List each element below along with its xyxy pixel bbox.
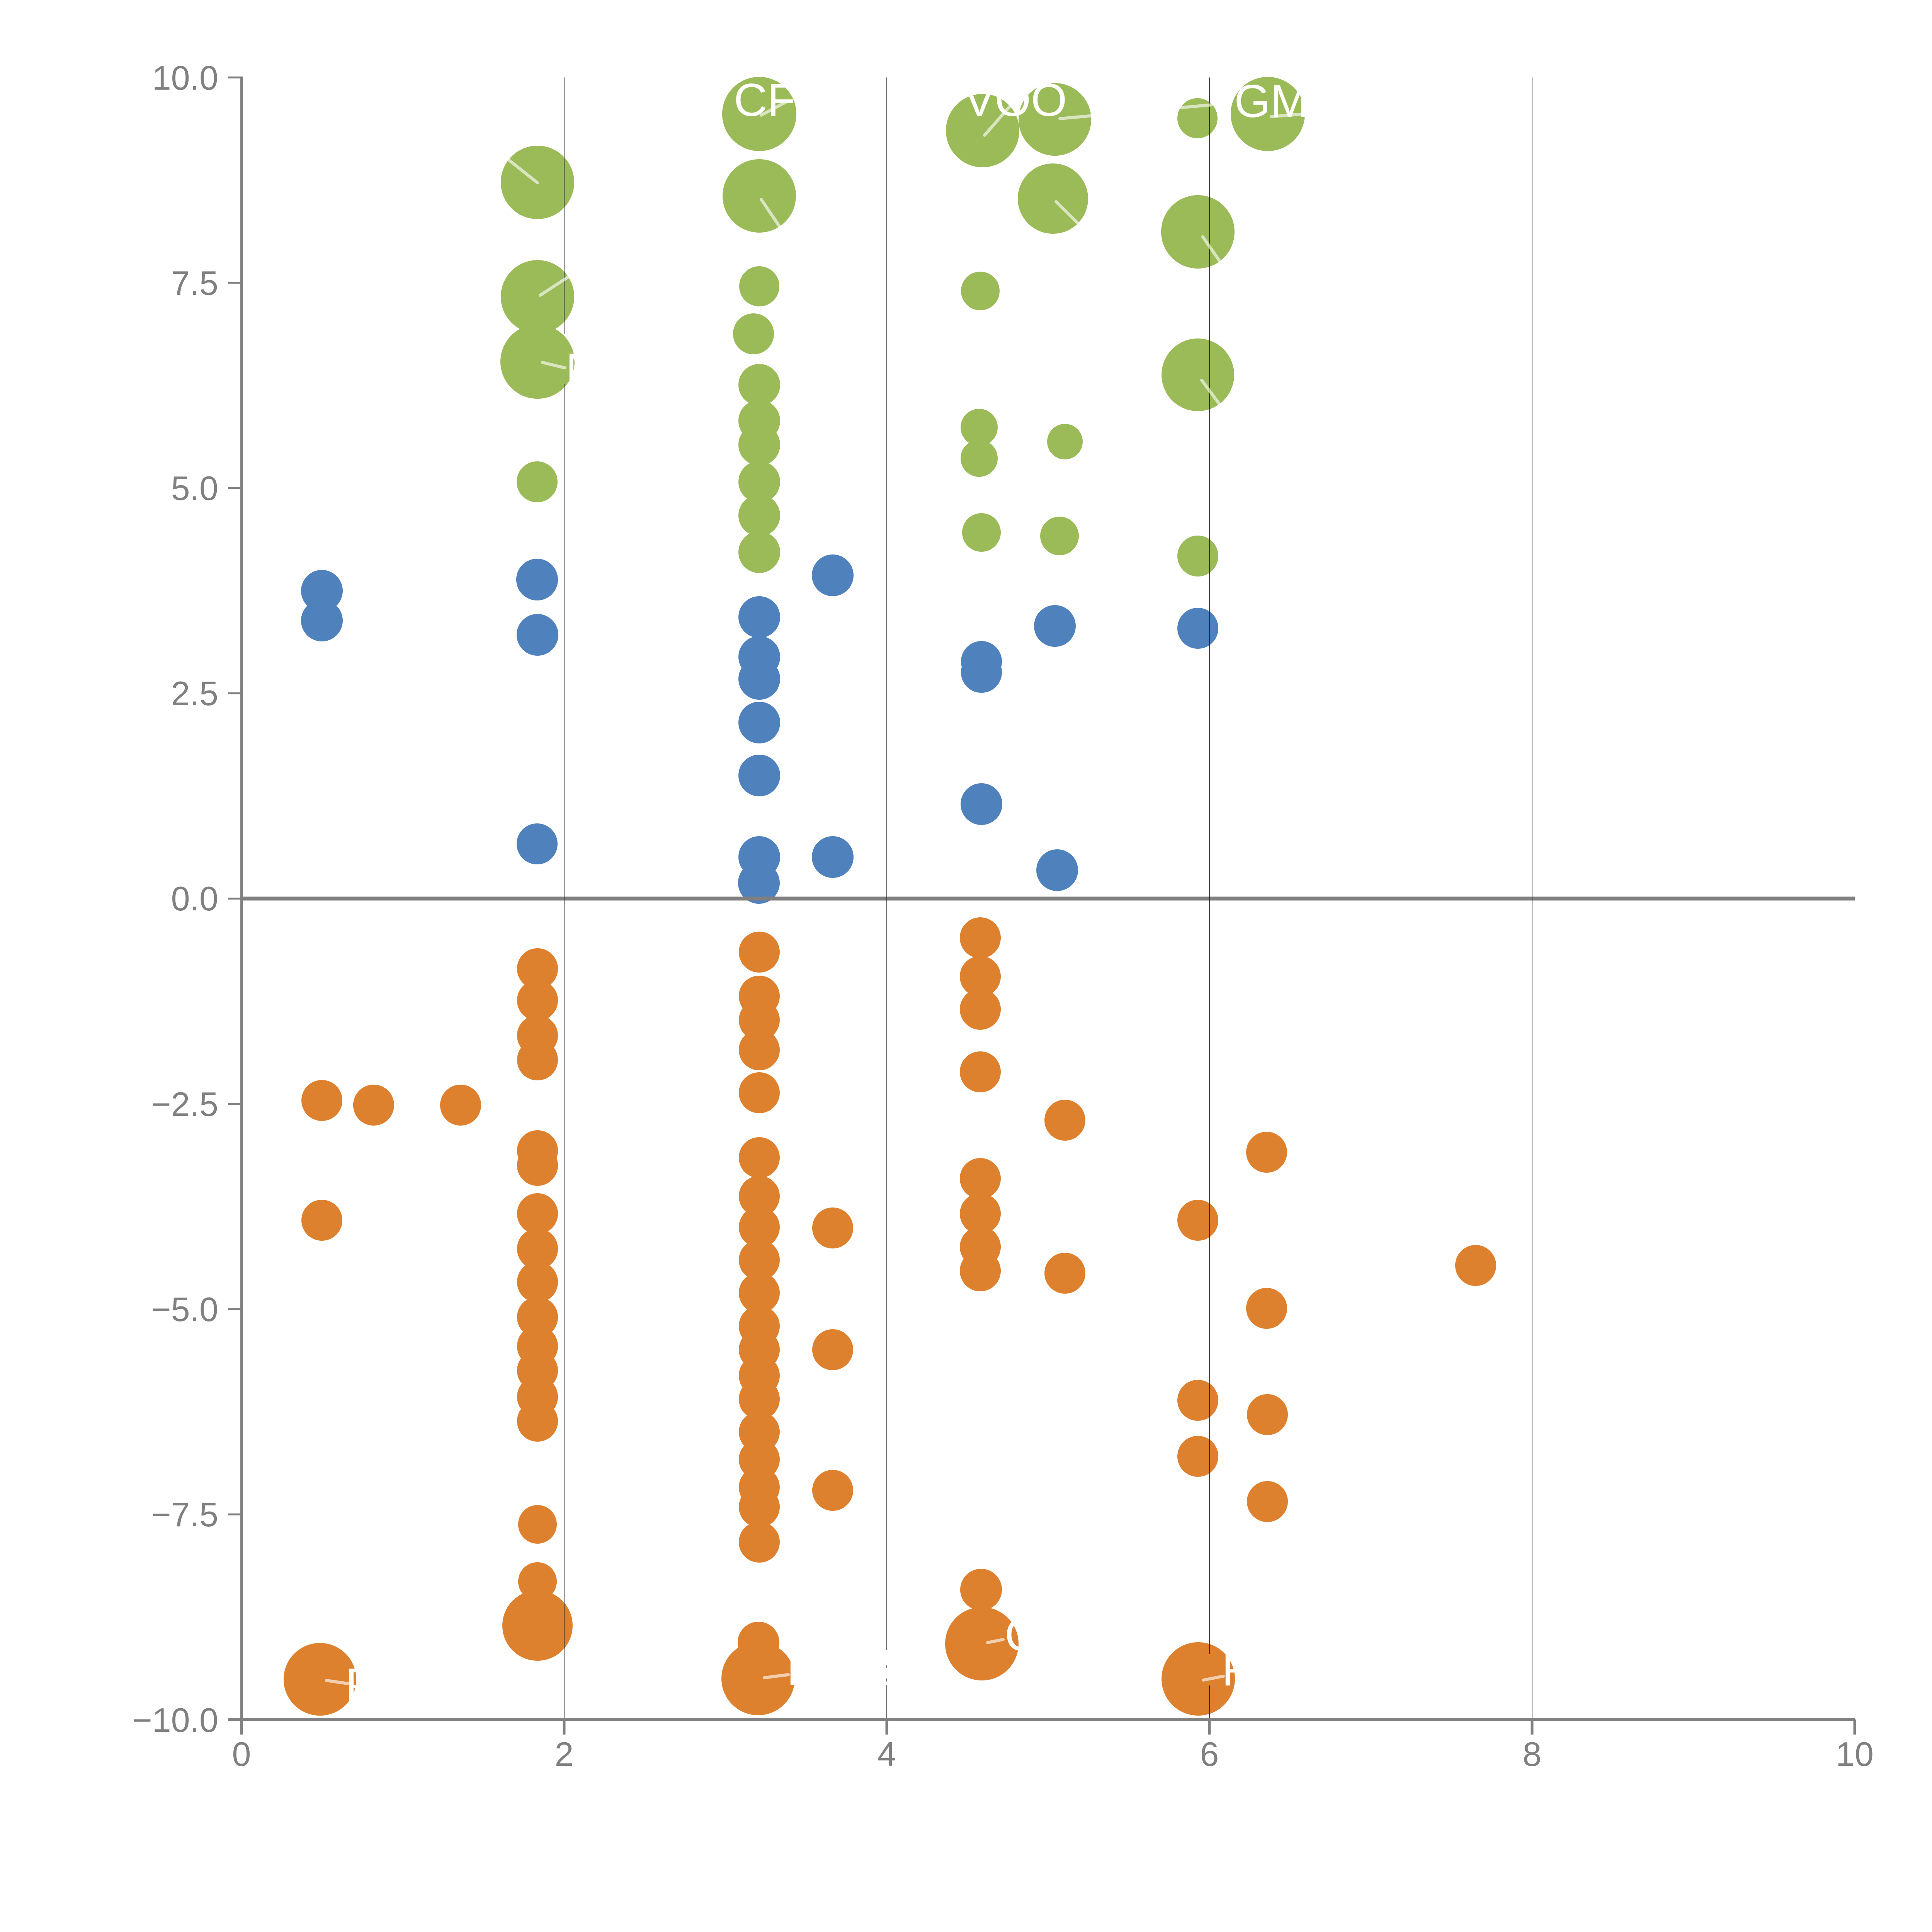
svg-text:−2.5: −2.5 [151,1085,218,1123]
svg-text:CEG: CEG [1005,1609,1105,1661]
svg-text:VOO: VOO [964,74,1067,126]
svg-text:−5.0: −5.0 [151,1290,218,1328]
svg-text:6: 6 [1200,1735,1219,1773]
svg-text:10.0: 10.0 [152,59,218,97]
svg-text:10: 10 [1836,1735,1874,1773]
svg-text:5.0: 5.0 [171,469,218,507]
svg-text:PG: PG [345,1659,412,1711]
svg-text:2.5: 2.5 [171,674,218,713]
svg-text:CF: CF [734,74,796,126]
svg-text:−7.5: −7.5 [151,1495,218,1534]
svg-text:8: 8 [1523,1735,1542,1773]
svg-text:FITB: FITB [1222,1644,1322,1696]
svg-text:0.0: 0.0 [171,879,218,918]
svg-text:−10.0: −10.0 [132,1701,218,1739]
svg-text:LULU: LULU [787,1643,905,1695]
svg-text:NET: NET [566,344,658,396]
svg-text:4: 4 [878,1735,896,1773]
svg-text:7.5: 7.5 [171,264,218,302]
svg-text:2: 2 [555,1735,574,1773]
svg-text:GM: GM [1234,75,1309,127]
svg-text:0: 0 [232,1735,251,1773]
